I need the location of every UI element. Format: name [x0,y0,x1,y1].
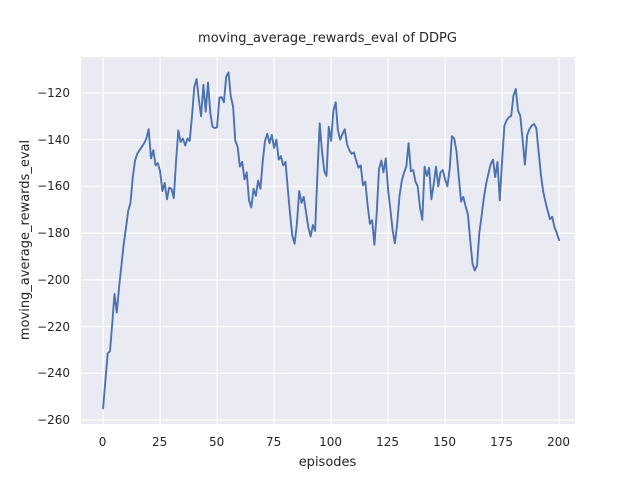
x-tick-label: 175 [490,435,514,449]
y-tick-label: −160 [37,179,70,194]
line-chart [80,57,575,424]
y-axis-label: moving_average_rewards_eval [18,139,33,341]
x-axis-label: episodes [298,455,357,470]
y-tick-label: −180 [37,226,70,241]
data-series-line [101,71,560,410]
x-tick-label: 50 [208,435,225,449]
x-tick-label: 0 [98,435,107,449]
x-tick-label: 25 [151,435,168,449]
plot-area [80,57,575,424]
y-tick-label: −120 [37,85,70,100]
x-tick-label: 150 [433,435,457,449]
x-tick-label: 100 [319,435,343,449]
y-tick-label: −140 [37,132,70,147]
x-tick-label: 75 [265,435,282,449]
x-tick-label: 125 [376,435,400,449]
y-tick-label: −260 [37,413,70,428]
chart-title: moving_average_rewards_eval of DDPG [198,31,457,46]
y-tick-label: −240 [37,366,70,381]
y-tick-label: −200 [37,272,70,287]
y-tick-label: −220 [37,319,70,334]
x-tick-label: 200 [547,435,571,449]
